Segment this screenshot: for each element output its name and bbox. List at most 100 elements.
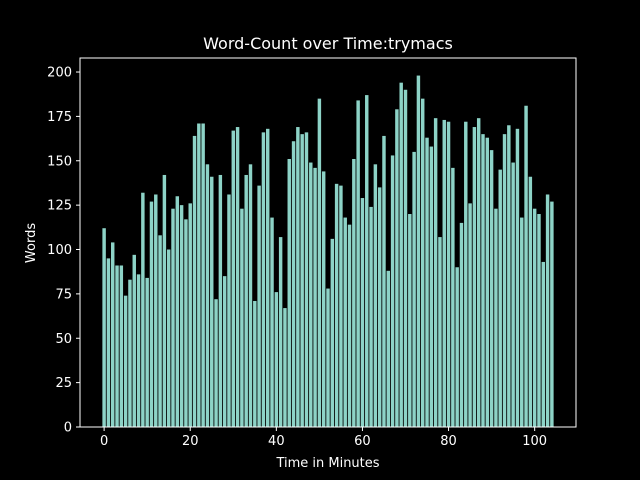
bar	[166, 249, 171, 427]
bar	[365, 95, 369, 427]
bar	[369, 206, 373, 427]
y-tick-label: 200	[47, 66, 72, 81]
bar	[451, 167, 455, 428]
bar	[425, 137, 429, 428]
y-tick-label: 125	[47, 199, 72, 214]
bar	[442, 119, 446, 427]
bar	[205, 164, 210, 427]
bar	[343, 217, 347, 427]
bar	[218, 174, 223, 427]
bar	[136, 274, 141, 427]
x-tick-label: 20	[182, 434, 199, 449]
y-axis-label: Words	[24, 223, 39, 263]
bar	[472, 127, 477, 428]
x-tick-label: 60	[354, 434, 371, 449]
chart-title: Word-Count over Time:trymacs	[203, 34, 453, 53]
y-tick-label: 175	[47, 110, 72, 125]
bar	[317, 98, 322, 427]
bar	[507, 125, 511, 427]
bar	[446, 121, 451, 427]
bar	[145, 277, 149, 427]
bar	[227, 194, 231, 427]
bar	[171, 208, 175, 427]
bar	[339, 185, 343, 427]
bar	[201, 123, 205, 428]
bar	[433, 118, 438, 428]
bar	[248, 164, 253, 427]
bar	[528, 176, 533, 427]
x-tick-label: 100	[522, 434, 547, 449]
bar	[313, 167, 317, 428]
bar	[421, 98, 425, 427]
y-tick-label: 50	[55, 332, 72, 347]
x-tick-label: 80	[440, 434, 457, 449]
bar	[459, 222, 464, 427]
y-tick-label: 25	[55, 376, 72, 391]
bar	[455, 267, 459, 427]
bar	[240, 208, 244, 427]
x-tick-label: 40	[268, 434, 285, 449]
bar	[162, 174, 167, 427]
bar	[128, 279, 132, 427]
bar	[197, 123, 201, 428]
bar	[347, 224, 352, 427]
bar	[309, 162, 313, 427]
bar	[515, 128, 520, 427]
bar	[438, 237, 442, 427]
bar	[360, 198, 365, 427]
bar	[550, 201, 554, 427]
bar	[520, 217, 524, 427]
y-tick-label: 0	[64, 421, 72, 436]
bar	[377, 187, 382, 427]
bar	[149, 201, 154, 427]
bar	[532, 208, 537, 427]
bar	[412, 151, 416, 427]
bar	[545, 194, 550, 427]
bar	[326, 288, 330, 427]
bar	[511, 162, 515, 427]
bar	[210, 176, 214, 427]
bar	[373, 164, 378, 427]
bar	[502, 134, 507, 427]
bar	[291, 141, 296, 427]
bar	[274, 292, 279, 427]
bar	[231, 130, 235, 427]
bar	[158, 235, 162, 427]
bar	[214, 299, 218, 427]
bar	[261, 132, 266, 427]
bar	[253, 300, 257, 427]
bar	[222, 276, 227, 427]
bar	[464, 121, 468, 427]
bar	[537, 214, 541, 427]
bar	[300, 134, 304, 427]
bar	[244, 174, 248, 427]
bar	[334, 183, 339, 427]
x-tick-label: 0	[100, 434, 108, 449]
bar	[296, 127, 300, 428]
bar	[498, 169, 502, 427]
bar	[192, 135, 197, 427]
bar	[179, 205, 184, 427]
bar	[395, 109, 399, 427]
bar	[382, 135, 386, 427]
bar	[257, 185, 261, 427]
bar	[106, 258, 111, 427]
y-tick-label: 100	[47, 243, 72, 258]
bar	[468, 203, 472, 427]
bar	[188, 203, 192, 427]
bar	[403, 89, 408, 427]
bar	[111, 242, 115, 427]
bar	[429, 146, 434, 428]
bar	[102, 228, 106, 427]
bar	[278, 237, 283, 427]
bar	[390, 155, 395, 427]
bar	[476, 118, 481, 428]
x-axis-label: Time in Minutes	[275, 456, 379, 471]
plot-frame	[79, 57, 577, 428]
y-tick-label: 75	[55, 287, 72, 302]
bar	[399, 82, 403, 428]
bar	[270, 217, 274, 427]
bar	[352, 158, 356, 428]
bar	[184, 219, 188, 427]
